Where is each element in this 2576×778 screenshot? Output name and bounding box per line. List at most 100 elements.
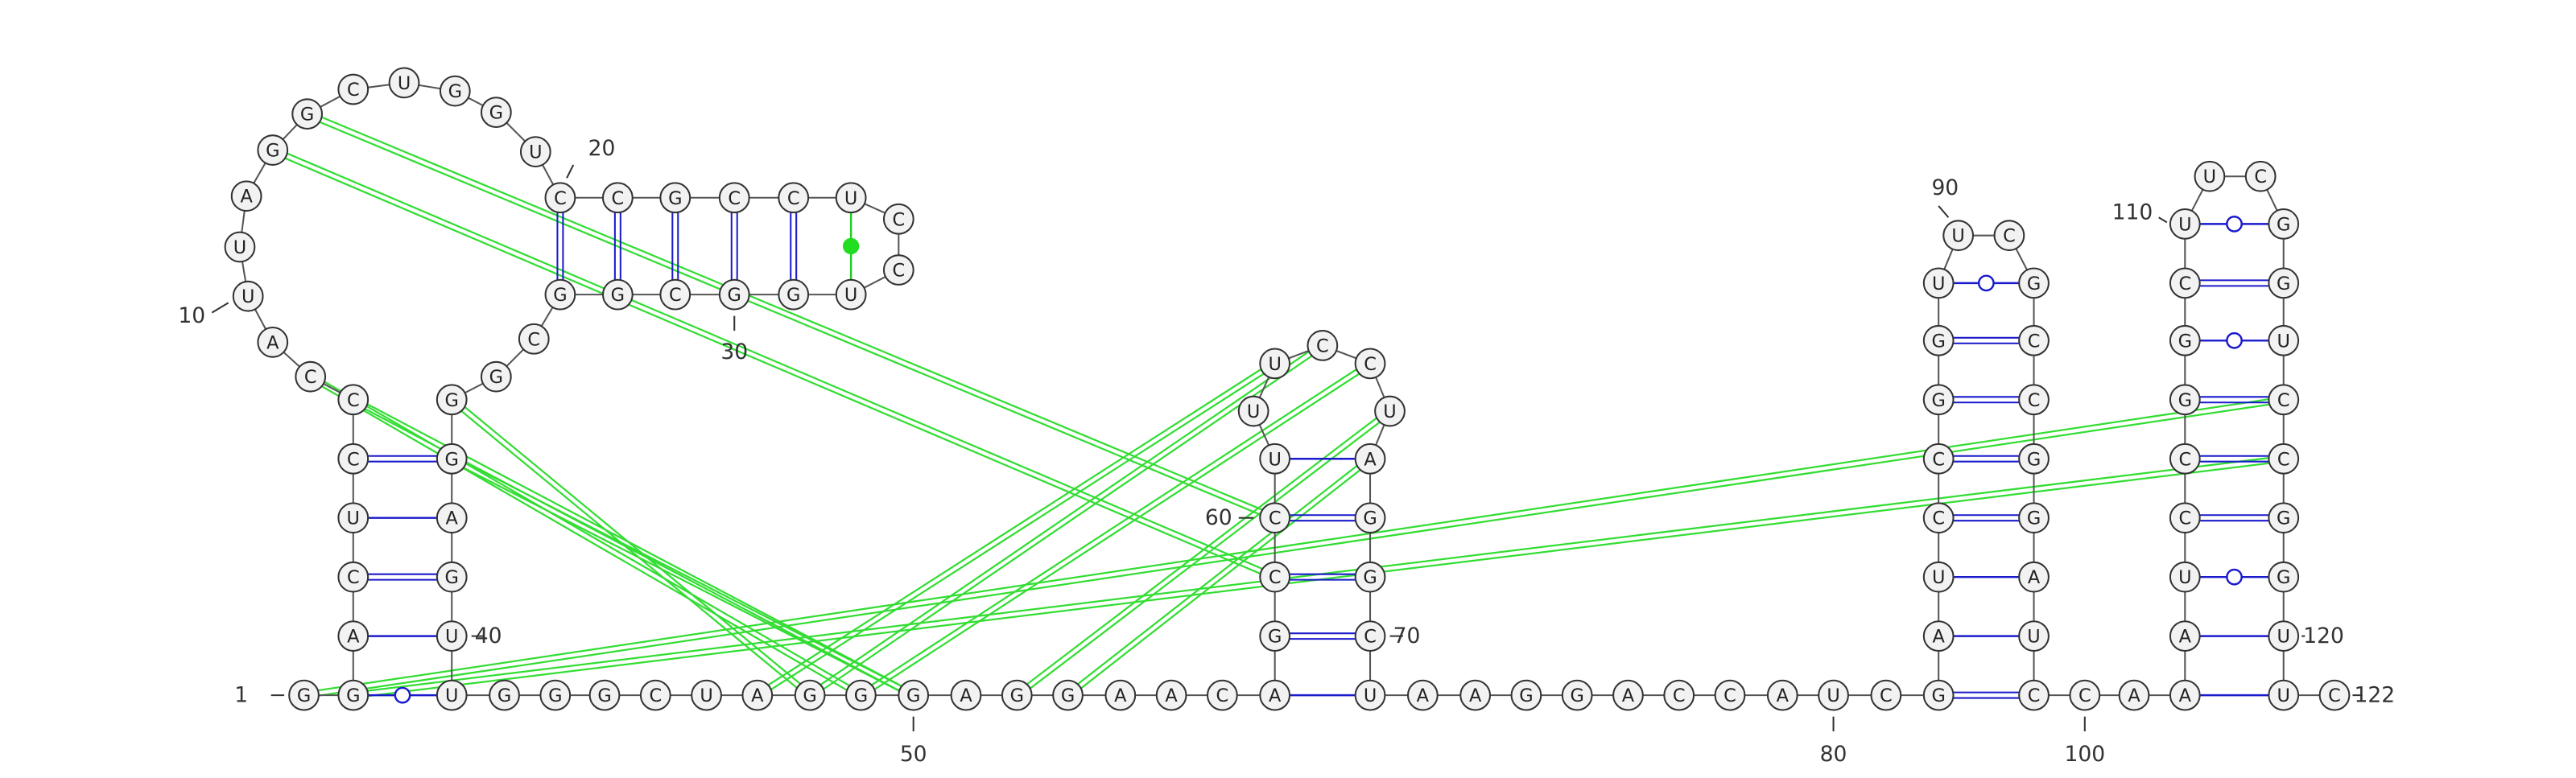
nucleotide bbox=[950, 679, 982, 711]
tertiary-line bbox=[861, 364, 1373, 698]
nucleotide-letter: A bbox=[2179, 627, 2192, 648]
nucleotide bbox=[436, 443, 468, 475]
nucleotide bbox=[232, 280, 264, 312]
nucleotide-letter: U bbox=[1268, 354, 1281, 375]
nucleotide-letter: G bbox=[2277, 214, 2290, 235]
tertiary-line bbox=[1018, 412, 1393, 698]
nucleotide-letter: A bbox=[1777, 685, 1790, 706]
nucleotide bbox=[1612, 679, 1644, 711]
nucleotide-letter: U bbox=[2277, 685, 2290, 706]
nucleotide bbox=[1818, 679, 1849, 711]
nucleotide bbox=[1354, 561, 1386, 593]
nucleotide bbox=[2018, 443, 2050, 475]
tertiary-layer bbox=[271, 110, 2285, 699]
nucleotide bbox=[480, 97, 512, 129]
nucleotide-letter: G bbox=[906, 685, 920, 706]
nucleotide bbox=[2018, 502, 2050, 534]
position-label: 80 bbox=[1820, 742, 1847, 767]
nucleotide bbox=[1922, 502, 1955, 534]
nucleotide-letter: A bbox=[1165, 685, 1178, 706]
nucleotide bbox=[1922, 324, 1955, 356]
nucleotide-letter: C bbox=[1364, 354, 1377, 375]
nucleotide-letter: C bbox=[1269, 567, 1282, 588]
wobble-marker bbox=[2226, 331, 2243, 349]
nucleotide bbox=[1766, 679, 1798, 711]
nucleotide-letter: C bbox=[347, 80, 360, 101]
wobble-marker bbox=[394, 686, 411, 704]
nucleotide bbox=[337, 561, 369, 593]
nucleotide-letter: U bbox=[2203, 167, 2216, 187]
nucleotide-letter: U bbox=[2178, 214, 2191, 235]
nucleotide-letter: G bbox=[445, 567, 459, 588]
nucleotide-letter: G bbox=[300, 105, 314, 126]
position-label: 90 bbox=[1931, 175, 1959, 200]
nucleotide bbox=[230, 180, 262, 212]
nucleotide bbox=[2268, 267, 2300, 299]
nucleotide-letter: G bbox=[489, 367, 503, 388]
nucleotide bbox=[601, 278, 634, 311]
nucleotide-letter: U bbox=[844, 188, 857, 209]
nucleotide bbox=[436, 620, 468, 652]
nucleotide-letter: C bbox=[347, 567, 360, 588]
tertiary-line bbox=[452, 455, 915, 694]
nucleotide-letter: A bbox=[2028, 567, 2041, 588]
nucleotide bbox=[518, 323, 550, 355]
nucleotide bbox=[882, 203, 914, 235]
nucleotide bbox=[1922, 620, 1955, 652]
tertiary-line bbox=[449, 401, 809, 698]
nucleotide bbox=[436, 502, 468, 534]
nucleotide-letter: C bbox=[1932, 508, 1945, 529]
nucleotide bbox=[436, 561, 468, 593]
nucleotide-letter: C bbox=[1269, 508, 1282, 529]
nucleotide bbox=[835, 182, 867, 214]
nucleotide-letter: G bbox=[346, 685, 360, 706]
tertiary-line bbox=[811, 347, 1325, 698]
nucleotide-letter: C bbox=[1216, 685, 1229, 706]
nucleotide-letter: G bbox=[2178, 390, 2192, 411]
wobble-marker bbox=[1977, 274, 1995, 292]
nucleotide-letter: C bbox=[554, 188, 567, 209]
nucleotide-letter: G bbox=[497, 685, 511, 706]
nucleotide-letter: U bbox=[700, 685, 712, 706]
nucleotide-letter: C bbox=[2028, 685, 2041, 706]
tertiary-line bbox=[1068, 459, 1373, 698]
nucleotide bbox=[1922, 561, 1955, 593]
nucleotide-letter: G bbox=[2027, 449, 2041, 470]
position-label: 70 bbox=[1393, 624, 1421, 648]
nucleotide-letter: G bbox=[2178, 331, 2192, 352]
nucleotide-letter: C bbox=[2028, 331, 2041, 352]
nucleotide bbox=[2018, 561, 2050, 593]
tertiary-line bbox=[303, 401, 2285, 699]
nucleotide bbox=[1459, 679, 1492, 711]
nucleotide-letter: A bbox=[240, 187, 253, 208]
nucleotide bbox=[2169, 208, 2201, 240]
nucleotide bbox=[741, 679, 774, 711]
nucleotide bbox=[601, 182, 634, 214]
nucleotide-letter: A bbox=[1269, 685, 1282, 706]
nucleotide-letter: A bbox=[1622, 685, 1635, 706]
nucleotide bbox=[659, 278, 691, 311]
nucleotide bbox=[2268, 679, 2300, 711]
nucleotide bbox=[1052, 679, 1084, 711]
nucleotide-letter: G bbox=[1931, 331, 1945, 352]
nucleotide bbox=[2244, 160, 2277, 192]
nucleotide bbox=[639, 679, 671, 711]
nucleotide bbox=[337, 679, 369, 711]
tertiary-line bbox=[308, 378, 861, 698]
nucleotide bbox=[257, 134, 289, 166]
nucleotide bbox=[2169, 324, 2201, 356]
nucleotide bbox=[2069, 679, 2101, 711]
nucleotide bbox=[1374, 395, 1406, 427]
nucleotide bbox=[224, 231, 256, 263]
nucleotide-letter: C bbox=[304, 367, 317, 388]
nucleotide-letter: G bbox=[1570, 685, 1583, 706]
nucleotide-letter: G bbox=[1010, 685, 1024, 706]
nucleotide-letter: U bbox=[233, 237, 246, 258]
nucleotide-letter: A bbox=[446, 508, 459, 529]
nucleotide-letter: C bbox=[1880, 685, 1893, 706]
nucleotide-letter: U bbox=[2277, 331, 2290, 352]
nucleotide-letter: C bbox=[2328, 685, 2341, 706]
tertiary-line bbox=[450, 460, 913, 699]
nucleotide-letter: C bbox=[669, 285, 682, 306]
